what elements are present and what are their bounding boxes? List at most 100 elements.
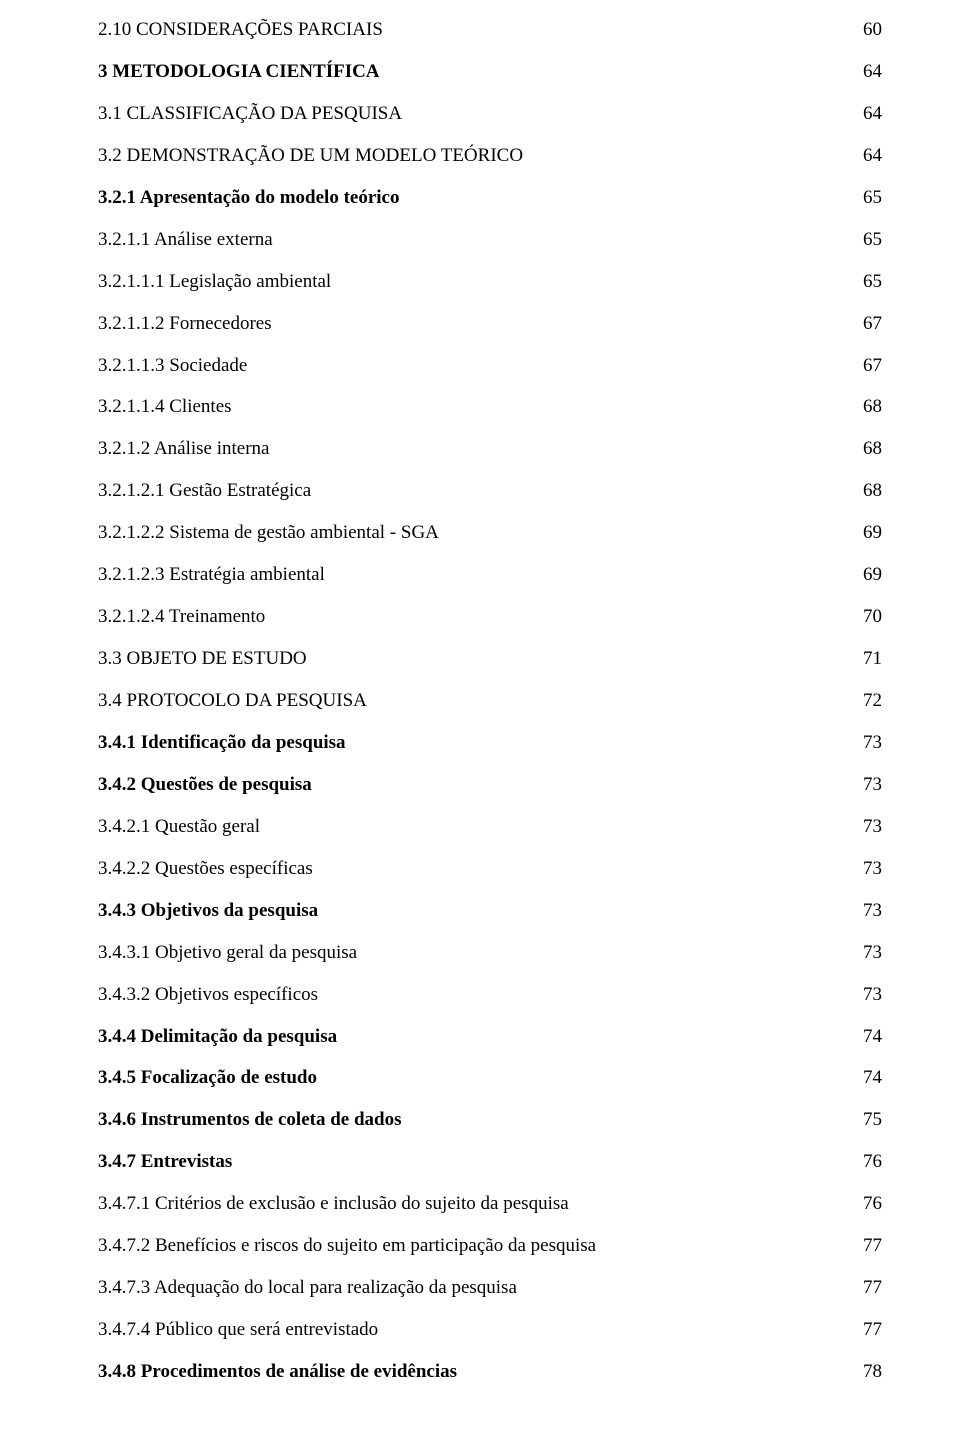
toc-entry-label: 3.4.4 Delimitação da pesquisa bbox=[98, 1025, 337, 1049]
toc-entry-label: 3.4.6 Instrumentos de coleta de dados bbox=[98, 1108, 401, 1132]
toc-row: 3.4.2.1 Questão geral 73 bbox=[98, 815, 882, 839]
toc-entry-page: 76 bbox=[844, 1150, 882, 1174]
toc-entry-label: 3.2.1.2.2 Sistema de gestão ambiental - … bbox=[98, 521, 439, 545]
toc-row: 3.4.4 Delimitação da pesquisa 74 bbox=[98, 1025, 882, 1049]
toc-row: 3.4.7.4 Público que será entrevistado 77 bbox=[98, 1318, 882, 1342]
toc-entry-label: 2.10 CONSIDERAÇÕES PARCIAIS bbox=[98, 18, 383, 42]
toc-entry-page: 73 bbox=[844, 815, 882, 839]
toc-row: 3.3 OBJETO DE ESTUDO 71 bbox=[98, 647, 882, 671]
toc-entry-label: 3.4.5 Focalização de estudo bbox=[98, 1066, 317, 1090]
toc-row: 3.4.2.2 Questões específicas 73 bbox=[98, 857, 882, 881]
toc-entry-label: 3.4.7 Entrevistas bbox=[98, 1150, 232, 1174]
toc-row: 3.4.1 Identificação da pesquisa 73 bbox=[98, 731, 882, 755]
toc-entry-label: 3.2.1.2.4 Treinamento bbox=[98, 605, 265, 629]
toc-row: 3.2.1.2 Análise interna 68 bbox=[98, 437, 882, 461]
toc-entry-page: 68 bbox=[844, 437, 882, 461]
toc-entry-page: 65 bbox=[844, 270, 882, 294]
toc-entry-label: 3.2.1.1.3 Sociedade bbox=[98, 354, 247, 378]
toc-entry-label: 3.4 PROTOCOLO DA PESQUISA bbox=[98, 689, 367, 713]
toc-entry-page: 73 bbox=[844, 731, 882, 755]
toc-entry-label: 3.4.2.2 Questões específicas bbox=[98, 857, 313, 881]
toc-row: 2.10 CONSIDERAÇÕES PARCIAIS 60 bbox=[98, 18, 882, 42]
toc-entry-page: 67 bbox=[844, 312, 882, 336]
toc-entry-page: 68 bbox=[844, 395, 882, 419]
toc-entry-label: 3.4.7.2 Benefícios e riscos do sujeito e… bbox=[98, 1234, 596, 1258]
toc-entry-page: 73 bbox=[844, 899, 882, 923]
toc-row: 3.4.7.1 Critérios de exclusão e inclusão… bbox=[98, 1192, 882, 1216]
toc-entry-page: 64 bbox=[844, 144, 882, 168]
toc-entry-label: 3.2.1.1.1 Legislação ambiental bbox=[98, 270, 331, 294]
toc-entry-label: 3.4.3 Objetivos da pesquisa bbox=[98, 899, 318, 923]
toc-row: 3.4.5 Focalização de estudo 74 bbox=[98, 1066, 882, 1090]
toc-entry-label: 3.4.2.1 Questão geral bbox=[98, 815, 260, 839]
toc-row: 3.2.1.1.2 Fornecedores 67 bbox=[98, 312, 882, 336]
toc-row: 3.4.3.2 Objetivos específicos 73 bbox=[98, 983, 882, 1007]
toc-row: 3.4.3 Objetivos da pesquisa 73 bbox=[98, 899, 882, 923]
toc-entry-page: 71 bbox=[844, 647, 882, 671]
toc-row: 3.4.7.3 Adequação do local para realizaç… bbox=[98, 1276, 882, 1300]
toc-entry-page: 72 bbox=[844, 689, 882, 713]
toc-entry-label: 3.4.8 Procedimentos de análise de evidên… bbox=[98, 1360, 457, 1384]
toc-entry-page: 73 bbox=[844, 773, 882, 797]
toc-entry-page: 74 bbox=[844, 1025, 882, 1049]
toc-row: 3.1 CLASSIFICAÇÃO DA PESQUISA 64 bbox=[98, 102, 882, 126]
toc-entry-page: 69 bbox=[844, 521, 882, 545]
toc-entry-label: 3.1 CLASSIFICAÇÃO DA PESQUISA bbox=[98, 102, 402, 126]
toc-row: 3.4.2 Questões de pesquisa 73 bbox=[98, 773, 882, 797]
toc-entry-page: 77 bbox=[844, 1318, 882, 1342]
toc-row: 3.2.1 Apresentação do modelo teórico 65 bbox=[98, 186, 882, 210]
toc-row: 3.2.1.2.3 Estratégia ambiental 69 bbox=[98, 563, 882, 587]
toc-entry-page: 75 bbox=[844, 1108, 882, 1132]
toc-entry-page: 60 bbox=[844, 18, 882, 42]
toc-row: 3.4 PROTOCOLO DA PESQUISA 72 bbox=[98, 689, 882, 713]
table-of-contents: 2.10 CONSIDERAÇÕES PARCIAIS 60 3 METODOLOG… bbox=[98, 18, 882, 1384]
toc-entry-label: 3.4.3.1 Objetivo geral da pesquisa bbox=[98, 941, 357, 965]
toc-entry-label: 3.4.3.2 Objetivos específicos bbox=[98, 983, 318, 1007]
toc-entry-page: 73 bbox=[844, 857, 882, 881]
toc-row: 3 METODOLOGIA CIENTÍFICA 64 bbox=[98, 60, 882, 84]
toc-entry-page: 64 bbox=[844, 60, 882, 84]
toc-entry-label: 3.2 DEMONSTRAÇÃO DE UM MODELO TEÓRICO bbox=[98, 144, 523, 168]
toc-entry-page: 68 bbox=[844, 479, 882, 503]
toc-entry-page: 76 bbox=[844, 1192, 882, 1216]
toc-entry-page: 78 bbox=[844, 1360, 882, 1384]
toc-entry-page: 73 bbox=[844, 941, 882, 965]
toc-row: 3.2.1.2.1 Gestão Estratégica 68 bbox=[98, 479, 882, 503]
toc-entry-label: 3.2.1.1.4 Clientes bbox=[98, 395, 232, 419]
toc-row: 3.4.6 Instrumentos de coleta de dados 75 bbox=[98, 1108, 882, 1132]
toc-entry-page: 65 bbox=[844, 228, 882, 252]
toc-entry-label: 3.2.1.1.2 Fornecedores bbox=[98, 312, 272, 336]
toc-entry-label: 3.2.1.1 Análise externa bbox=[98, 228, 273, 252]
toc-row: 3.4.3.1 Objetivo geral da pesquisa 73 bbox=[98, 941, 882, 965]
toc-entry-page: 69 bbox=[844, 563, 882, 587]
toc-entry-label: 3 METODOLOGIA CIENTÍFICA bbox=[98, 60, 380, 84]
toc-entry-label: 3.4.7.4 Público que será entrevistado bbox=[98, 1318, 378, 1342]
toc-row: 3.2.1.1.1 Legislação ambiental 65 bbox=[98, 270, 882, 294]
toc-row: 3.4.8 Procedimentos de análise de evidên… bbox=[98, 1360, 882, 1384]
toc-entry-label: 3.4.7.3 Adequação do local para realizaç… bbox=[98, 1276, 517, 1300]
toc-entry-page: 64 bbox=[844, 102, 882, 126]
toc-entry-page: 65 bbox=[844, 186, 882, 210]
toc-row: 3.2.1.1.4 Clientes 68 bbox=[98, 395, 882, 419]
toc-entry-label: 3.4.1 Identificação da pesquisa bbox=[98, 731, 346, 755]
toc-entry-label: 3.2.1 Apresentação do modelo teórico bbox=[98, 186, 400, 210]
toc-entry-page: 73 bbox=[844, 983, 882, 1007]
toc-row: 3.2.1.1.3 Sociedade 67 bbox=[98, 354, 882, 378]
toc-row: 3.4.7.2 Benefícios e riscos do sujeito e… bbox=[98, 1234, 882, 1258]
toc-entry-page: 70 bbox=[844, 605, 882, 629]
toc-entry-page: 67 bbox=[844, 354, 882, 378]
toc-row: 3.2.1.2.4 Treinamento 70 bbox=[98, 605, 882, 629]
toc-entry-page: 74 bbox=[844, 1066, 882, 1090]
toc-entry-label: 3.4.2 Questões de pesquisa bbox=[98, 773, 312, 797]
toc-entry-label: 3.4.7.1 Critérios de exclusão e inclusão… bbox=[98, 1192, 569, 1216]
toc-entry-page: 77 bbox=[844, 1234, 882, 1258]
toc-entry-label: 3.2.1.2.1 Gestão Estratégica bbox=[98, 479, 311, 503]
toc-entry-label: 3.2.1.2 Análise interna bbox=[98, 437, 270, 461]
toc-row: 3.4.7 Entrevistas 76 bbox=[98, 1150, 882, 1174]
toc-row: 3.2.1.1 Análise externa 65 bbox=[98, 228, 882, 252]
toc-entry-label: 3.3 OBJETO DE ESTUDO bbox=[98, 647, 307, 671]
toc-row: 3.2 DEMONSTRAÇÃO DE UM MODELO TEÓRICO 64 bbox=[98, 144, 882, 168]
toc-entry-page: 77 bbox=[844, 1276, 882, 1300]
toc-entry-label: 3.2.1.2.3 Estratégia ambiental bbox=[98, 563, 325, 587]
toc-row: 3.2.1.2.2 Sistema de gestão ambiental - … bbox=[98, 521, 882, 545]
